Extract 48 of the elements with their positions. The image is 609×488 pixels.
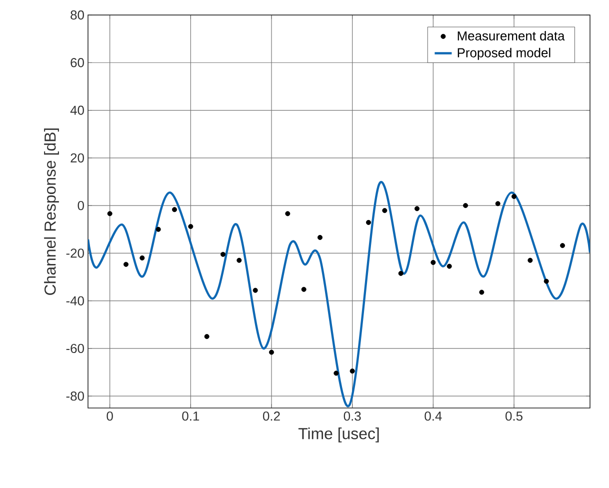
point: [269, 350, 274, 355]
x-tick-label: 0.1: [182, 412, 200, 421]
point: [156, 226, 161, 232]
point: [252, 288, 258, 293]
point: [334, 370, 339, 376]
point: [446, 264, 452, 269]
point: [560, 243, 566, 248]
point: [512, 194, 517, 199]
point: [414, 206, 420, 212]
point: [172, 207, 177, 212]
x-tick-label: 0.2: [263, 412, 280, 421]
point: [301, 286, 306, 292]
point: [528, 258, 533, 263]
y-tick-label: 20: [70, 153, 84, 162]
point: [495, 201, 500, 206]
point: [123, 262, 128, 267]
x-tick-label: 0.3: [344, 412, 361, 421]
point: [318, 234, 323, 240]
y-tick-label: -80: [66, 392, 84, 401]
point: [204, 334, 210, 340]
point: [350, 368, 355, 374]
point: [140, 255, 145, 260]
point: [107, 211, 112, 216]
point: [430, 260, 436, 265]
point: [544, 278, 549, 284]
x-axis-title: Time [usec]: [298, 428, 379, 442]
point: [236, 258, 242, 263]
y-tick-label: -20: [66, 248, 84, 258]
y-tick-label: 40: [70, 106, 84, 115]
point: [382, 208, 388, 214]
point: [479, 290, 484, 295]
legend-label: Proposed model: [458, 48, 550, 60]
point: [188, 224, 194, 229]
y-tick-label: 60: [70, 58, 84, 68]
legend-label: Measurement data: [458, 30, 565, 40]
point: [220, 252, 226, 257]
x-tick-label: 0: [106, 412, 113, 421]
y-axis-title: Channel Response [dB]: [44, 128, 59, 295]
point: [398, 270, 404, 276]
point: [285, 211, 290, 216]
y-tick-label: 80: [70, 10, 84, 20]
y-tick-label: 0: [78, 200, 84, 210]
point: [463, 203, 468, 208]
x-tick-label: 0.5: [506, 412, 522, 421]
y-tick-label: -60: [66, 344, 84, 354]
x-tick-label: 0.4: [424, 412, 442, 421]
point: [366, 220, 372, 225]
y-tick-label: -40: [66, 296, 84, 306]
